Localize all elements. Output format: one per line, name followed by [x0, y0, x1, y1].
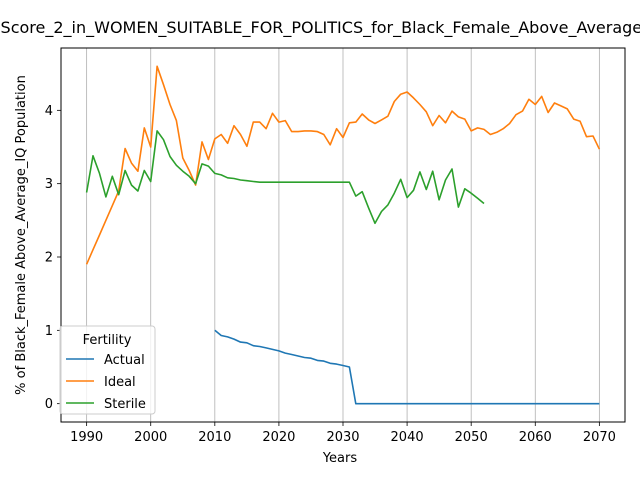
- y-tick-label: 4: [45, 104, 53, 119]
- x-axis-label: Years: [322, 451, 358, 466]
- x-tick-label: 2060: [519, 430, 552, 445]
- x-tick-label: 2000: [134, 430, 167, 445]
- x-tick-label: 2070: [583, 430, 616, 445]
- legend-label-sterile: Sterile: [104, 397, 146, 412]
- x-tick-label: 2030: [326, 430, 359, 445]
- series-line-sterile: [85, 130, 485, 225]
- x-tick-label: 2020: [262, 430, 295, 445]
- series-line-ideal: [85, 65, 601, 265]
- y-tick-label: 0: [45, 397, 53, 412]
- x-tick-label: 2010: [198, 430, 231, 445]
- x-tick-label: 2040: [391, 430, 424, 445]
- legend-title: Fertility: [83, 333, 132, 348]
- series-line-actual: [214, 329, 600, 405]
- legend: Fertility Actual Ideal Sterile: [59, 325, 156, 415]
- y-tick-label: 2: [45, 251, 53, 266]
- x-tick-label: 1990: [70, 430, 103, 445]
- x-gridlines: [86, 48, 600, 422]
- legend-box: [59, 325, 156, 415]
- y-tick-label: 1: [45, 324, 53, 339]
- legend-entries: Actual Ideal Sterile: [66, 353, 146, 412]
- y-tick-label: 3: [45, 177, 53, 192]
- chart-title: Score_2_in_WOMEN_SUITABLE_FOR_POLITICS_f…: [1, 18, 640, 38]
- legend-label-actual: Actual: [104, 353, 145, 368]
- series-lines: [85, 65, 601, 405]
- x-axis: 1990 2000 2010 2020 2030 2040 2050 2060 2070: [70, 422, 616, 445]
- y-axis-label: % of Black_Female Above_Average_IQ Popul…: [14, 75, 29, 395]
- legend-label-ideal: Ideal: [104, 375, 136, 390]
- x-tick-label: 2050: [455, 430, 488, 445]
